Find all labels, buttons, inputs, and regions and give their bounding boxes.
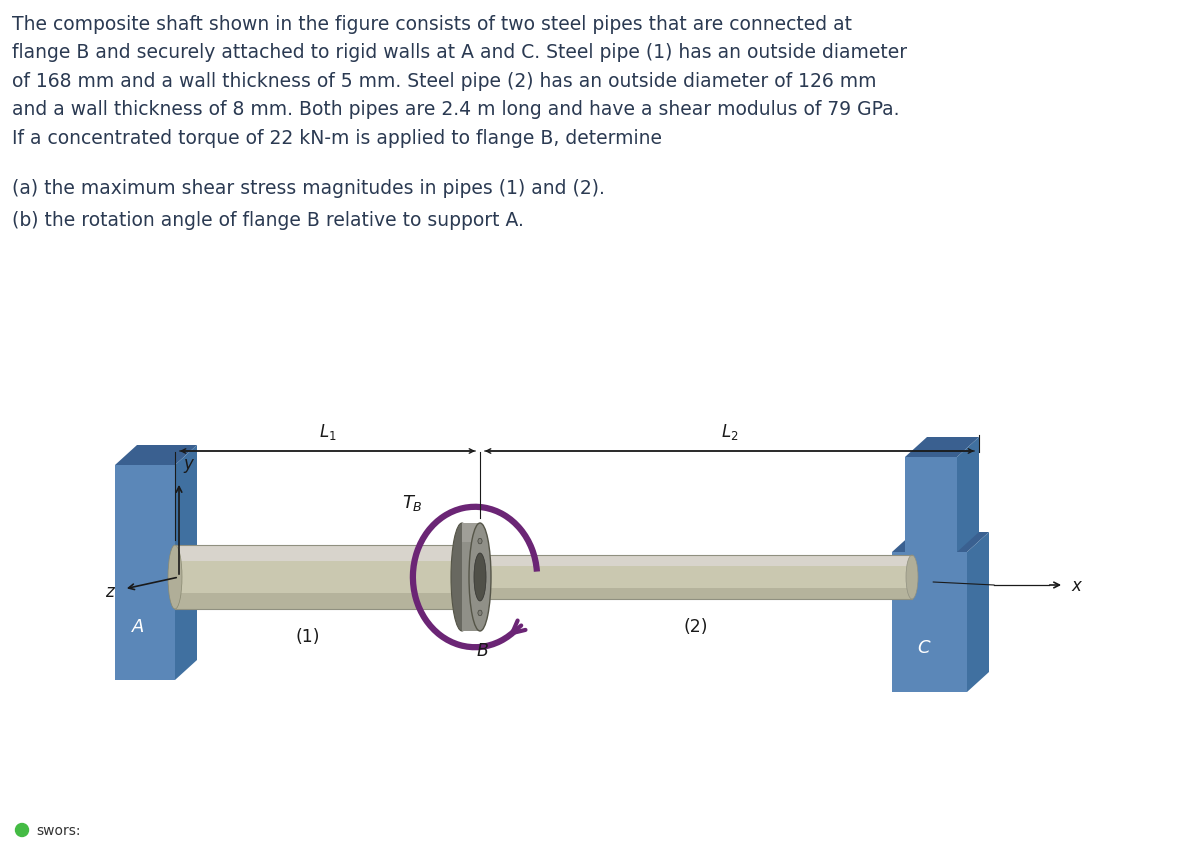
Text: A: A xyxy=(132,618,144,636)
Text: (1): (1) xyxy=(295,627,319,645)
Text: (2): (2) xyxy=(684,618,708,636)
Text: swors:: swors: xyxy=(36,823,80,837)
Ellipse shape xyxy=(478,590,482,595)
Text: $z$: $z$ xyxy=(104,582,116,601)
Ellipse shape xyxy=(478,610,482,616)
Ellipse shape xyxy=(906,556,918,599)
Ellipse shape xyxy=(478,538,482,544)
Ellipse shape xyxy=(469,523,491,631)
Text: $x$: $x$ xyxy=(1072,576,1084,595)
Text: $B$: $B$ xyxy=(475,642,488,659)
Text: (a) the maximum shear stress magnitudes in pipes (1) and (2).: (a) the maximum shear stress magnitudes … xyxy=(12,179,605,199)
Text: flange B and securely attached to rigid walls at A and C. Steel pipe (1) has an : flange B and securely attached to rigid … xyxy=(12,43,907,62)
Polygon shape xyxy=(462,523,480,542)
Text: and a wall thickness of 8 mm. Both pipes are 2.4 m long and have a shear modulus: and a wall thickness of 8 mm. Both pipes… xyxy=(12,101,900,119)
Text: The composite shaft shown in the figure consists of two steel pipes that are con: The composite shaft shown in the figure … xyxy=(12,15,852,34)
Text: $y$: $y$ xyxy=(182,457,196,475)
Polygon shape xyxy=(958,437,979,552)
Polygon shape xyxy=(175,446,197,680)
Ellipse shape xyxy=(478,610,482,616)
Polygon shape xyxy=(480,556,912,567)
Text: $L_1$: $L_1$ xyxy=(319,422,336,441)
Ellipse shape xyxy=(478,560,482,565)
Text: $L_2$: $L_2$ xyxy=(721,422,738,441)
Polygon shape xyxy=(480,556,912,599)
Polygon shape xyxy=(892,552,967,692)
Text: (b) the rotation angle of flange B relative to support A.: (b) the rotation angle of flange B relat… xyxy=(12,210,524,229)
Polygon shape xyxy=(967,532,989,692)
Polygon shape xyxy=(462,523,480,631)
Polygon shape xyxy=(175,545,480,609)
Ellipse shape xyxy=(478,560,482,565)
Circle shape xyxy=(16,824,29,837)
Polygon shape xyxy=(175,593,480,609)
Ellipse shape xyxy=(168,545,182,609)
Ellipse shape xyxy=(478,538,482,544)
Polygon shape xyxy=(115,465,175,680)
Polygon shape xyxy=(892,532,989,552)
Polygon shape xyxy=(115,446,197,465)
Text: If a concentrated torque of 22 kN-m is applied to flange B, determine: If a concentrated torque of 22 kN-m is a… xyxy=(12,129,662,148)
Polygon shape xyxy=(480,589,912,599)
Polygon shape xyxy=(905,458,958,552)
Text: of 168 mm and a wall thickness of 5 mm. Steel pipe (2) has an outside diameter o: of 168 mm and a wall thickness of 5 mm. … xyxy=(12,72,876,91)
Text: C: C xyxy=(917,638,930,656)
Polygon shape xyxy=(175,545,480,561)
Ellipse shape xyxy=(478,590,482,595)
Polygon shape xyxy=(905,437,979,458)
Ellipse shape xyxy=(451,523,473,631)
Ellipse shape xyxy=(474,553,486,602)
Text: $T_B$: $T_B$ xyxy=(402,492,422,513)
